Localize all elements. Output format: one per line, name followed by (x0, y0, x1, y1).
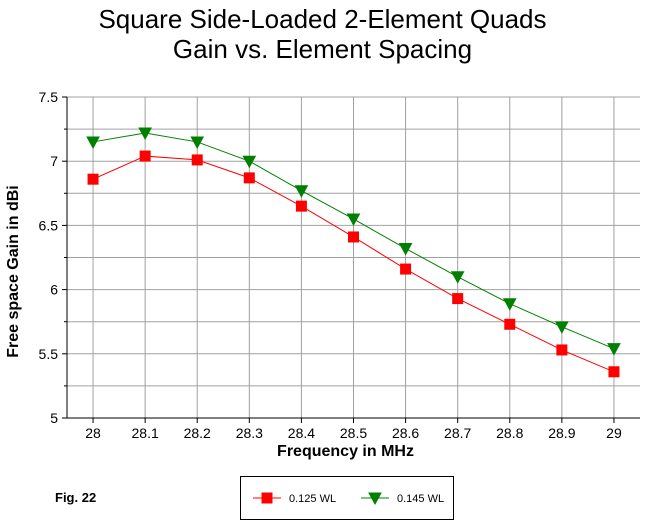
series-1-point (608, 366, 620, 378)
x-tick-label: 29 (606, 425, 622, 441)
series-2-point (607, 343, 621, 356)
series-2-point (555, 321, 569, 334)
series-2-point (138, 127, 152, 140)
legend-marker-1 (261, 492, 273, 504)
y-tick-label: 6 (50, 282, 58, 298)
series-2-point (294, 185, 309, 198)
series-2-point (346, 213, 361, 227)
y-tick-label: 5.5 (39, 346, 59, 362)
x-tick-label: 28.1 (132, 425, 159, 441)
legend: 0.125 WL 0.145 WL (240, 476, 454, 520)
legend-label-2: 0.145 WL (397, 493, 444, 505)
legend-marker-2 (368, 492, 382, 506)
x-tick-label: 28.8 (496, 425, 523, 441)
series-1-point (400, 263, 412, 275)
chart-title-line-1: Square Side-Loaded 2-Element Quads (98, 4, 547, 34)
legend-label-1: 0.125 WL (289, 493, 336, 505)
x-tick-label: 28 (85, 425, 101, 441)
series-1-point (243, 172, 255, 184)
legend-svg: 0.125 WL 0.145 WL (253, 492, 444, 506)
series-1-point (295, 200, 307, 212)
series-2-point (86, 136, 100, 149)
x-tick-label: 28.2 (184, 425, 211, 441)
x-tick-label: 28.5 (340, 425, 367, 441)
series-1-point (452, 293, 464, 305)
series-2-point (502, 298, 517, 311)
series-1-point (87, 173, 99, 185)
series-1-point (139, 150, 151, 162)
x-tick-label: 28.3 (236, 425, 263, 441)
x-tick-label: 28.6 (392, 425, 419, 441)
series-1-point (191, 154, 203, 166)
series-1-point (348, 231, 359, 243)
series-1-point (504, 318, 516, 330)
y-axis-label: Free space Gain in dBi (5, 185, 22, 358)
y-tick-label: 6.5 (39, 217, 59, 233)
y-tick-label: 5 (50, 410, 58, 426)
x-tick-label: 28.7 (444, 425, 471, 441)
series-2-point (450, 271, 465, 284)
series-1-point (556, 344, 568, 356)
x-tick-label: 28.4 (288, 425, 315, 441)
x-axis-label: Frequency in MHz (277, 443, 414, 460)
series-2-point (242, 155, 257, 169)
y-tick-label: 7 (50, 153, 58, 169)
series-2-point (398, 243, 413, 256)
x-tick-label: 28.9 (548, 425, 575, 441)
y-tick-label: 7.5 (39, 89, 59, 105)
chart-title-line-2: Gain vs. Element Spacing (172, 34, 473, 64)
figure-label: Fig. 22 (55, 490, 97, 505)
series-2-point (190, 136, 205, 149)
